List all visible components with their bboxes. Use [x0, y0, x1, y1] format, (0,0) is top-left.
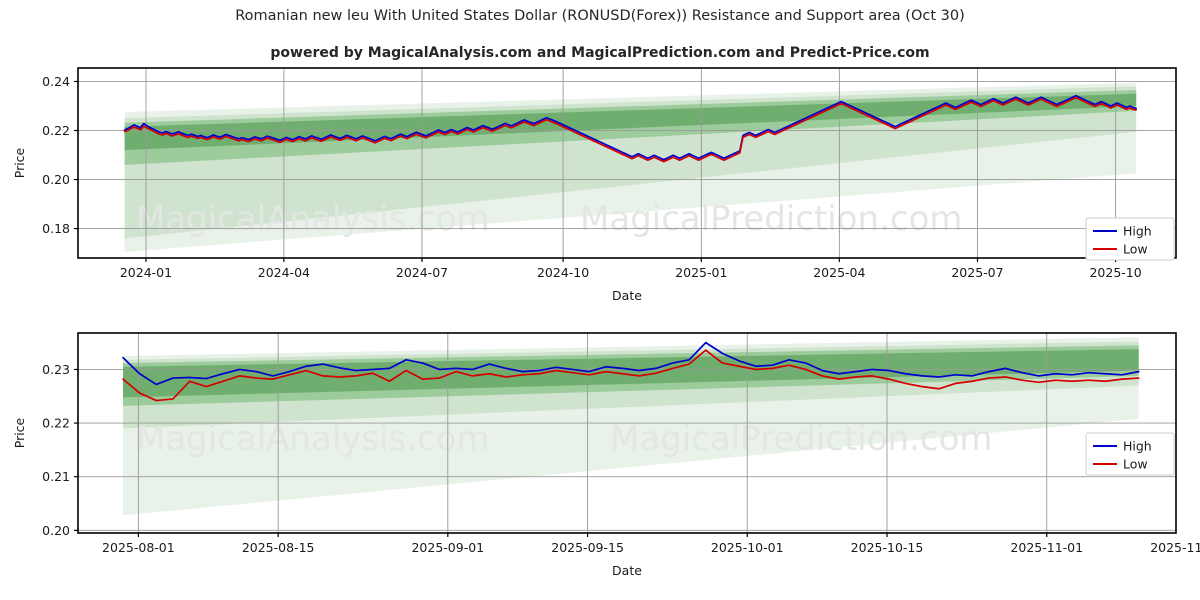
legend-label-high: High: [1123, 224, 1152, 239]
y-tick-label: 0.18: [42, 221, 70, 236]
page-title: Romanian new leu With United States Doll…: [235, 8, 965, 24]
plot-frame: [77, 67, 1177, 259]
band-core-dark: [123, 349, 1139, 398]
x-tick-label: 2025-08-01: [102, 540, 175, 555]
band-core-dark: [124, 93, 1137, 151]
chart-legend[interactable]: High Low: [1085, 217, 1175, 261]
y-tick-label: 0.23: [42, 362, 70, 377]
legend-label-high: High: [1123, 439, 1152, 454]
y-axis: 0.18 0.20 0.22 0.24: [42, 74, 78, 236]
x-tick-label: 2024-01: [120, 265, 172, 280]
watermark: MagicalPrediction.com: [580, 199, 963, 239]
x-tick-label: 2025-09-01: [411, 540, 484, 555]
x-tick-label: 2025-01: [675, 265, 727, 280]
x-tick-label: 2025-09-15: [551, 540, 624, 555]
x-tick-label: 2025-10-01: [711, 540, 784, 555]
y-tick-label: 0.22: [42, 123, 70, 138]
x-tick-label: 2024-10: [537, 265, 589, 280]
series-line-high: [122, 341, 1140, 386]
x-axis-label: Date: [612, 563, 642, 578]
legend-label-low: Low: [1123, 242, 1148, 257]
y-axis: 0.20 0.21 0.22 0.23: [42, 362, 78, 538]
watermark: MagicalAnalysis.com: [136, 199, 490, 239]
y-tick-label: 0.20: [42, 523, 70, 538]
x-tick-label: 2024-07: [396, 265, 448, 280]
overview-chart: MagicalAnalysis.com MagicalPrediction.com…: [12, 67, 1177, 303]
page-subtitle: powered by MagicalAnalysis.com and Magic…: [270, 45, 930, 61]
x-tick-label: 2025-10: [1089, 265, 1141, 280]
x-tick-label: 2025-11-01: [1010, 540, 1083, 555]
x-tick-label: 2025-10-15: [851, 540, 924, 555]
x-tick-label: 2025-04: [813, 265, 865, 280]
watermark: MagicalPrediction.com: [610, 419, 993, 459]
chart-legend[interactable]: High Low: [1085, 432, 1175, 476]
y-axis-label: Price: [12, 417, 27, 448]
data-series-group: [122, 341, 1140, 402]
series-line-high: [123, 94, 1137, 161]
data-series-group: [123, 94, 1137, 163]
gridlines: [78, 68, 1176, 258]
y-tick-label: 0.20: [42, 172, 70, 187]
x-tick-label: 2025-07: [951, 265, 1003, 280]
watermark: MagicalAnalysis.com: [136, 419, 490, 459]
series-line-low: [122, 349, 1140, 402]
x-axis: 2024-01 2024-04 2024-07 2024-10 2025-01 2025-…: [120, 258, 1142, 280]
plot-frame: [77, 332, 1177, 534]
x-tick-label: 2025-08-15: [242, 540, 315, 555]
series-line-low: [123, 96, 1137, 163]
x-axis-label: Date: [612, 288, 642, 303]
y-tick-label: 0.21: [42, 469, 70, 484]
y-tick-label: 0.22: [42, 416, 70, 431]
zoomed-chart: MagicalAnalysis.com MagicalPrediction.com…: [12, 332, 1200, 578]
x-tick-label: 2025-11-15: [1150, 540, 1200, 555]
y-tick-label: 0.24: [42, 74, 70, 89]
support-resistance-bands: [124, 82, 1137, 252]
x-axis: 2025-08-01 2025-08-15 2025-09-01 2025-09-15…: [102, 533, 1200, 555]
y-axis-label: Price: [12, 147, 27, 178]
legend-label-low: Low: [1123, 457, 1148, 472]
x-tick-label: 2024-04: [258, 265, 310, 280]
